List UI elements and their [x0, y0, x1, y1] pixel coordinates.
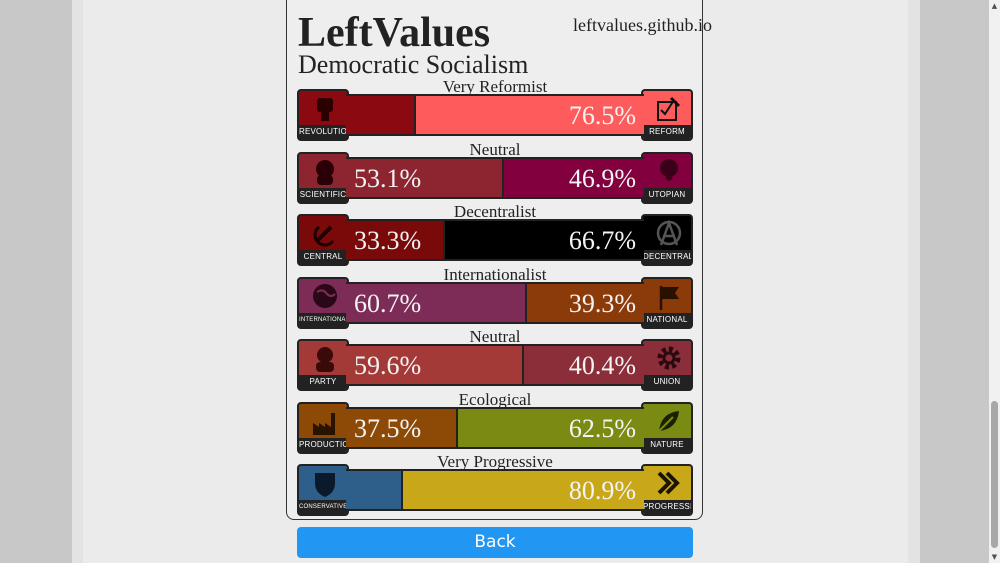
bar-right-segment — [524, 346, 644, 384]
icon-caption: NATIONAL — [643, 312, 691, 327]
scroll-up-arrow-icon[interactable]: ▲ — [991, 2, 998, 10]
axis-bar: 60.7% 39.3% — [346, 281, 644, 324]
bar-left-segment — [346, 158, 504, 197]
bar-left-segment — [346, 346, 524, 384]
axis-icon-scientific: SCIENTIFIC — [297, 151, 349, 204]
ideology-result: Democratic Socialism — [298, 50, 529, 79]
scroll-down-arrow-icon[interactable]: ▼ — [991, 553, 998, 561]
bar-left-segment — [346, 96, 416, 134]
axis-label: Very Reformist — [442, 77, 548, 96]
back-button[interactable]: Back — [297, 527, 693, 558]
axis-label: Decentralist — [453, 202, 537, 221]
icon-caption: PRODUCTION — [299, 437, 347, 452]
axis-icon-nature: NATURE — [641, 401, 693, 454]
bar-right-segment — [403, 471, 644, 509]
axis-bar: 76.5% — [346, 94, 644, 136]
icon-caption: UTOPIAN — [643, 187, 691, 202]
right-percent: 66.7% — [568, 226, 636, 255]
right-percent: 46.9% — [568, 163, 636, 193]
icon-caption: PARTY — [299, 375, 347, 389]
axis-icon-revolution: REVOLUTION — [297, 89, 349, 141]
axis-icon-utopian: UTOPIAN — [641, 151, 693, 204]
axis-icon-central: CENTRAL — [297, 214, 349, 266]
icon-caption: NATURE — [643, 437, 691, 452]
icon-caption: REVOLUTION — [299, 125, 347, 139]
bar-left-segment — [346, 283, 527, 322]
right-percent: 80.9% — [568, 476, 636, 505]
axis-bar: 33.3% 66.7% — [346, 219, 644, 261]
axis-bar: 59.6% 40.4% — [346, 344, 644, 386]
bar-right-segment — [527, 283, 644, 322]
icon-caption: INTERNATIONAL — [299, 312, 347, 327]
axis-icon-production: PRODUCTION — [297, 401, 349, 454]
axis-icon-reform: REFORM — [641, 89, 693, 141]
axis-bar: 53.1% 46.9% — [346, 156, 644, 199]
left-percent: 53.1% — [354, 163, 422, 193]
axis-label: Neutral — [469, 327, 521, 346]
bar-right-segment — [445, 221, 644, 259]
scrollbar[interactable]: ▲ ▼ — [989, 0, 1000, 563]
scroll-thumb[interactable] — [991, 401, 998, 548]
right-percent: 40.4% — [568, 351, 636, 380]
icon-caption: PROGRESSIVE — [643, 500, 691, 514]
axis-icon-national: NATIONAL — [641, 276, 693, 329]
icon-caption: UNION — [643, 375, 691, 389]
icon-caption: DECENTRAL — [643, 250, 691, 264]
bar-right-segment — [504, 158, 644, 197]
right-percent: 39.3% — [568, 288, 636, 318]
site-url: leftvalues.github.io — [573, 15, 712, 35]
axis-label: Neutral — [469, 139, 521, 159]
right-percent: 62.5% — [568, 413, 636, 443]
left-percent: 60.7% — [354, 288, 422, 318]
axis-label: Ecological — [458, 389, 532, 409]
axis-bar: 80.9% — [346, 469, 644, 511]
bar-left-segment — [346, 408, 458, 447]
axis-label: Very Progressive — [437, 452, 553, 471]
right-percent: 76.5% — [568, 101, 636, 130]
left-percent: 37.5% — [354, 413, 422, 443]
axis-icon-party: PARTY — [297, 339, 349, 391]
icon-caption: SCIENTIFIC — [299, 187, 347, 202]
bar-left-segment — [346, 471, 403, 509]
bar-left-segment — [346, 221, 445, 259]
axis-icon-decentral: DECENTRAL — [641, 214, 693, 266]
game-title: LeftValues — [298, 10, 491, 56]
left-percent: 59.6% — [354, 351, 422, 380]
axis-icon-progressive: PROGRESSIVE — [641, 464, 693, 516]
left-percent: 33.3% — [354, 226, 422, 255]
icon-caption: CONSERVATIVE — [299, 500, 347, 514]
bar-right-segment — [416, 96, 644, 134]
axis-bar: 37.5% 62.5% — [346, 406, 644, 449]
bar-right-segment — [458, 408, 644, 447]
axis-icon-union: UNION — [641, 339, 693, 391]
icon-caption: REFORM — [643, 125, 691, 139]
icon-caption: CENTRAL — [299, 250, 347, 264]
axis-icon-international: INTERNATIONAL — [297, 276, 349, 329]
axis-label: Internationalist — [443, 264, 547, 284]
axis-icon-conservative: CONSERVATIVE — [297, 464, 349, 516]
